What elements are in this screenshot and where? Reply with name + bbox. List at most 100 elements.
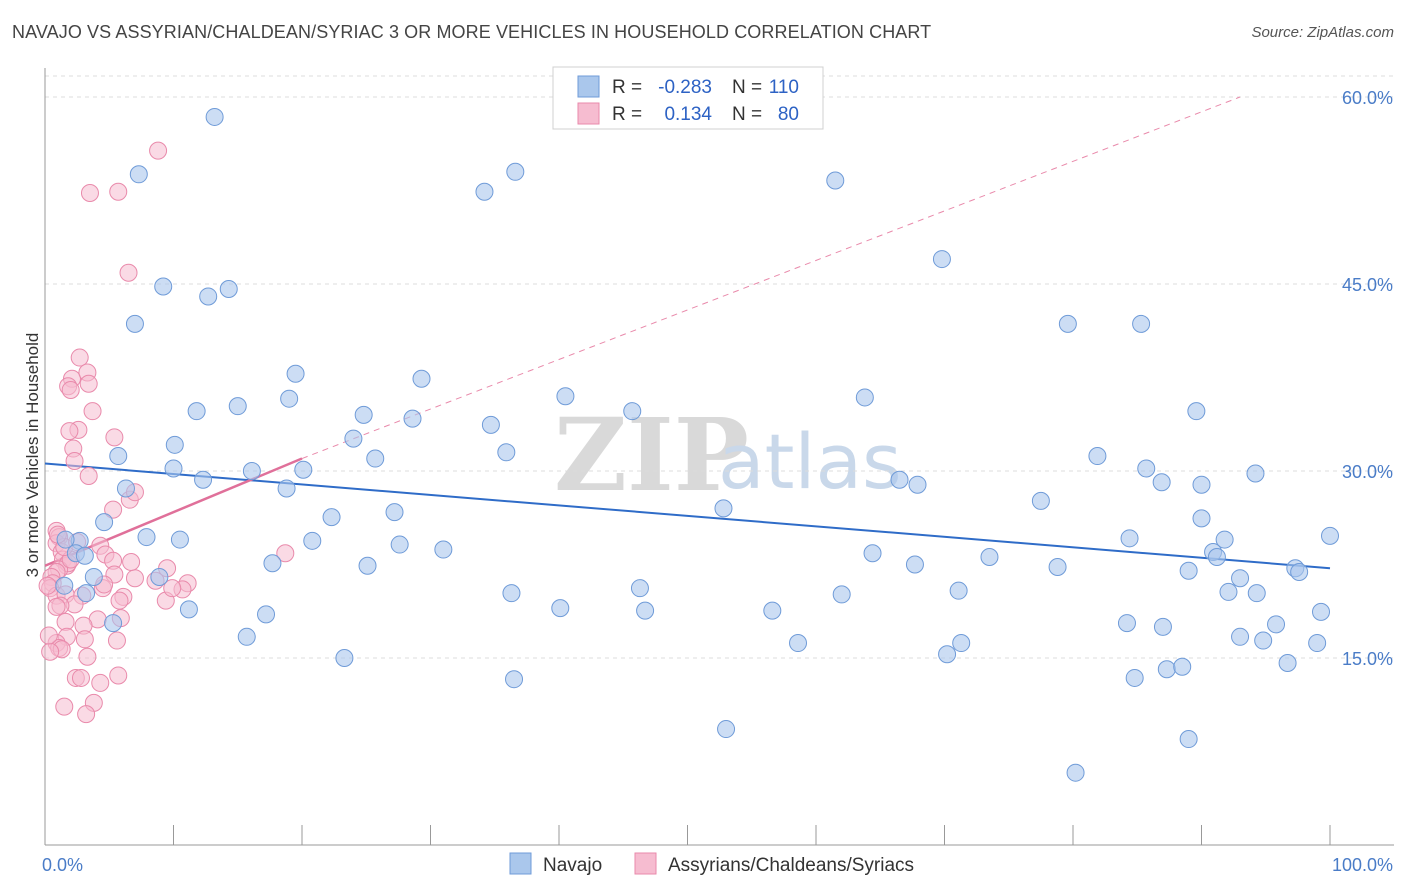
bottom-legend-label-assyrian: Assyrians/Chaldeans/Syriacs: [668, 855, 914, 876]
data-point-navajo: [1066, 763, 1085, 782]
data-point-navajo: [932, 250, 951, 269]
data-point-assyrian: [41, 642, 60, 661]
data-point-navajo: [116, 479, 135, 498]
data-point-assyrian: [39, 626, 58, 645]
data-point-navajo: [789, 634, 808, 653]
data-point-navajo: [1048, 557, 1067, 576]
data-point-assyrian: [110, 591, 129, 610]
data-point-navajo: [1267, 615, 1286, 634]
data-point-navajo: [137, 528, 156, 547]
data-point-assyrian: [77, 705, 96, 724]
data-point-assyrian: [79, 374, 98, 393]
data-point-navajo: [1219, 582, 1238, 601]
data-point-assyrian: [104, 500, 123, 519]
data-point-navajo: [506, 162, 525, 181]
watermark-zip: ZIP: [554, 396, 749, 514]
data-point-assyrian: [80, 183, 99, 202]
data-point-assyrian: [56, 612, 75, 631]
data-point-navajo: [286, 364, 305, 383]
data-point-navajo: [832, 585, 851, 604]
data-point-navajo: [366, 449, 385, 468]
data-point-assyrian: [105, 428, 124, 447]
data-point-navajo: [481, 415, 500, 434]
data-point-navajo: [1137, 459, 1156, 478]
x-tick-label: 0.0%: [42, 855, 83, 875]
data-point-assyrian: [276, 544, 295, 563]
data-point-assyrian: [149, 141, 168, 160]
data-point-navajo: [277, 479, 296, 498]
trend-line-navajo: [44, 462, 1331, 570]
data-point-navajo: [980, 548, 999, 567]
bottom-legend-label-navajo: Navajo: [543, 855, 602, 876]
data-point-assyrian: [61, 380, 80, 399]
source-label: Source: ZipAtlas.com: [1251, 24, 1394, 41]
data-point-navajo: [385, 503, 404, 522]
data-point-navajo: [164, 459, 183, 478]
data-point-navajo: [77, 584, 96, 603]
data-point-navajo: [1152, 473, 1171, 492]
data-point-navajo: [623, 402, 642, 421]
data-point-navajo: [1153, 617, 1172, 636]
data-point-navajo: [125, 314, 144, 333]
data-point-navajo: [1179, 730, 1198, 749]
bottom-legend-swatch-navajo: [509, 852, 532, 875]
data-point-navajo: [109, 447, 128, 466]
data-point-assyrian: [65, 452, 84, 471]
data-point-navajo: [56, 530, 75, 549]
data-point-navajo: [1179, 561, 1198, 580]
correlation-legend: R = -0.283 N = 110 R = 0.134 N = 80: [552, 66, 824, 130]
data-point-navajo: [194, 470, 213, 489]
data-point-navajo: [335, 649, 354, 667]
y-tick-label: 60.0%: [1342, 88, 1393, 108]
data-point-navajo: [1120, 529, 1139, 548]
data-point-navajo: [475, 182, 494, 201]
data-point-assyrian: [91, 673, 110, 692]
data-point-assyrian: [47, 597, 66, 616]
data-point-navajo: [1117, 614, 1136, 633]
data-point-navajo: [1247, 584, 1266, 603]
data-point-navajo: [1173, 657, 1192, 676]
data-point-assyrian: [107, 631, 126, 650]
data-point-assyrian: [119, 263, 138, 282]
data-point-navajo: [104, 614, 123, 633]
data-point-navajo: [150, 567, 169, 586]
y-axis-label: 3 or more Vehicles in Household: [23, 333, 42, 578]
series-legend: Navajo Assyrians/Chaldeans/Syriacs: [509, 852, 914, 876]
data-point-navajo: [908, 475, 927, 494]
bottom-legend-swatch-assyrian: [634, 852, 657, 875]
data-point-navajo: [1231, 569, 1250, 588]
series-navajo-points: [55, 107, 1339, 782]
data-point-navajo: [1312, 602, 1331, 621]
data-point-navajo: [826, 171, 845, 190]
data-point-assyrian: [109, 182, 128, 201]
data-point-navajo: [855, 388, 874, 407]
data-point-navajo: [952, 634, 971, 653]
data-point-navajo: [322, 508, 341, 527]
data-point-navajo: [502, 584, 521, 603]
data-point-navajo: [129, 165, 148, 184]
data-point-navajo: [938, 645, 957, 664]
data-point-navajo: [358, 556, 377, 575]
data-point-navajo: [95, 513, 114, 532]
data-point-navajo: [344, 429, 363, 448]
legend-r-value-assyrian: 0.134: [664, 104, 712, 125]
watermark-atlas: atlas: [718, 417, 902, 506]
data-point-navajo: [165, 435, 184, 454]
y-tick-label: 15.0%: [1342, 649, 1393, 669]
legend-r-label-assyrian: R =: [612, 104, 642, 125]
data-point-assyrian: [75, 630, 94, 649]
data-point-navajo: [84, 567, 103, 586]
data-point-navajo: [949, 581, 968, 600]
data-point-assyrian: [55, 697, 74, 716]
data-point-assyrian: [109, 666, 128, 685]
data-point-navajo: [763, 601, 782, 620]
data-point-navajo: [257, 605, 276, 624]
tick-labels: 15.0% 30.0% 45.0% 60.0% 0.0% 100.0%: [42, 88, 1393, 875]
data-point-assyrian: [60, 422, 79, 441]
legend-swatch-navajo: [577, 75, 600, 98]
data-point-navajo: [556, 387, 575, 406]
data-point-navajo: [1187, 402, 1206, 421]
data-point-navajo: [630, 579, 649, 598]
data-point-navajo: [403, 409, 422, 428]
